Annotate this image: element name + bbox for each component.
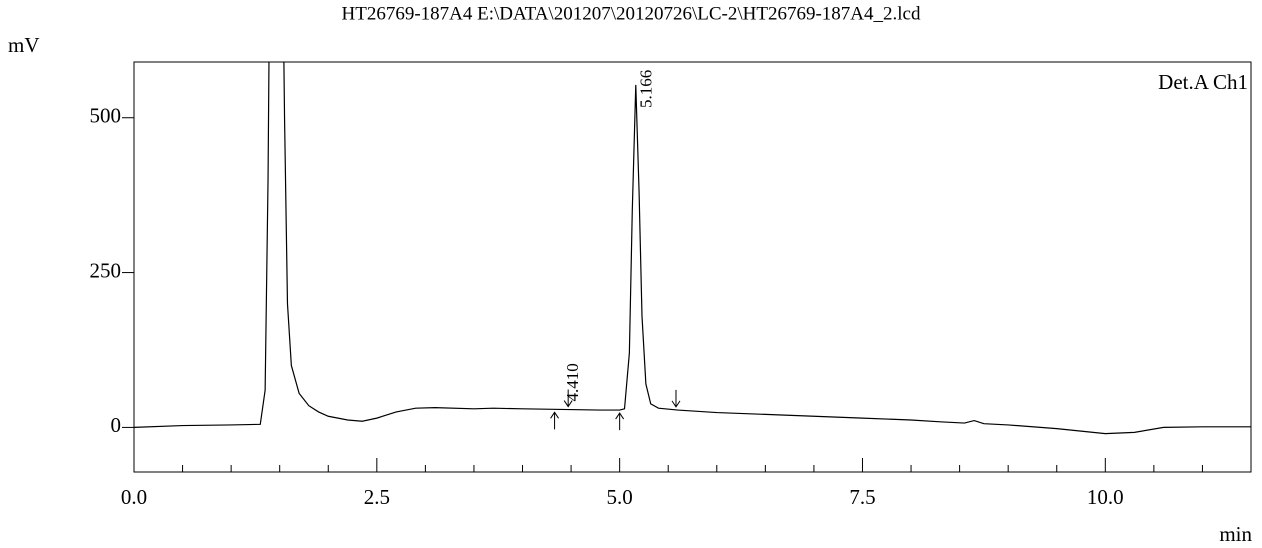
x-tick-label: 0.0 xyxy=(121,485,147,509)
data-line xyxy=(134,62,1251,435)
x-tick-label: 7.5 xyxy=(849,485,875,509)
peak-label: 5.166 xyxy=(637,70,656,108)
x-tick-label: 5.0 xyxy=(607,485,633,509)
chart-title: HT26769-187A4 E:\DATA\201207\20120726\LC… xyxy=(342,3,921,24)
y-axis-label: mV xyxy=(8,33,40,57)
y-tick-label: 250 xyxy=(90,258,122,282)
plot-frame xyxy=(133,61,1252,473)
x-tick-label: 10.0 xyxy=(1087,485,1124,509)
plot-area xyxy=(134,62,1251,435)
peak-start-marker xyxy=(615,412,625,431)
peak-label: 4.410 xyxy=(563,363,582,401)
x-axis-label: min xyxy=(1219,522,1252,546)
peak-end-marker xyxy=(671,389,681,408)
y-tick-label: 500 xyxy=(90,104,122,128)
x-tick-label: 2.5 xyxy=(364,485,390,509)
peak-start-marker xyxy=(550,411,559,430)
y-tick-label: 0 xyxy=(111,413,122,437)
series-label: Det.A Ch1 xyxy=(1158,70,1248,94)
peak-end-marker xyxy=(563,389,573,408)
